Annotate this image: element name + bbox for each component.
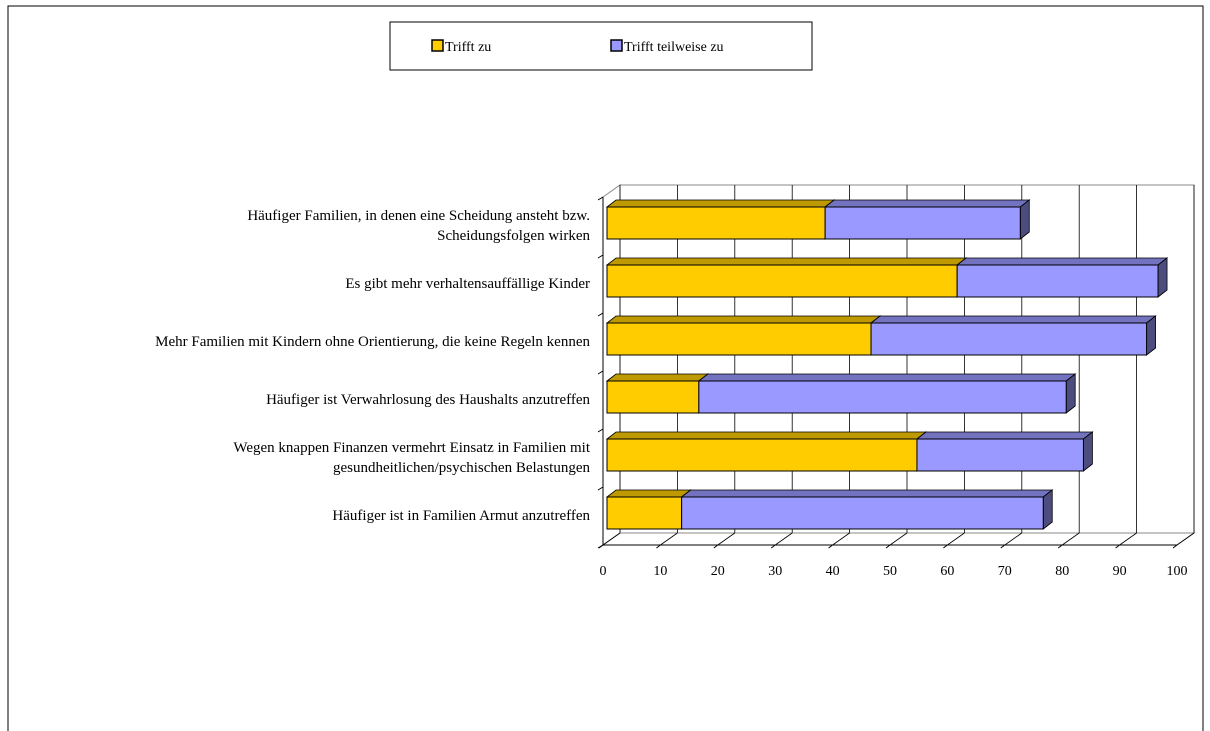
bar (606, 496, 683, 530)
bar (606, 322, 872, 356)
y-tick (597, 254, 604, 259)
bar (956, 264, 1159, 298)
y-tick-label: Wegen knappen Finanzen vermehrt Einsatz … (233, 440, 590, 476)
floor-line (774, 532, 793, 546)
bar-top (605, 373, 710, 382)
y-tick (597, 196, 604, 201)
x-tick-label: 40 (826, 564, 840, 579)
x-tick-label: 100 (1167, 564, 1188, 579)
bar-top (605, 431, 928, 440)
y-tick-label: Mehr Familien mit Kindern ohne Orientier… (155, 334, 590, 350)
bar-top (869, 315, 1157, 324)
bar-side (1146, 315, 1156, 356)
floor-line (947, 532, 965, 546)
floor-line (1176, 532, 1195, 546)
bar-side (1065, 373, 1076, 414)
floor-line (660, 532, 678, 546)
bar-side (1083, 431, 1093, 472)
y-tick (597, 370, 604, 375)
y-tick (597, 312, 604, 317)
bar (681, 496, 1044, 530)
floor-line (1004, 532, 1023, 546)
bar (824, 206, 1021, 240)
y-tick-label: Es gibt mehr verhaltensauffällige Kinder (345, 276, 590, 292)
y-tick (597, 428, 604, 433)
floor-line (602, 532, 621, 546)
floor-line (1061, 532, 1080, 546)
y-tick-label: Häufiger ist Verwahrlosung des Haushalts… (266, 392, 590, 408)
bar (870, 322, 1148, 356)
x-tick-label: 30 (768, 564, 782, 579)
y-tick-label: Häufiger ist in Familien Armut anzutreff… (332, 508, 590, 524)
legend-box (389, 21, 813, 71)
bar-top (605, 257, 968, 266)
frame (7, 5, 1204, 731)
bar-top (697, 373, 1077, 382)
x-tick-label: 90 (1113, 564, 1127, 579)
x-tick-label: 50 (883, 564, 897, 579)
floor-line (1119, 532, 1137, 546)
x-tick-label: 20 (711, 564, 725, 579)
bar-top (680, 489, 1054, 498)
legend-swatch (431, 39, 444, 52)
bar-top (605, 489, 692, 498)
legend-label: Trifft zu (445, 40, 491, 55)
floor-line (832, 532, 850, 546)
x-tick-label: 80 (1055, 564, 1069, 579)
bar-side (1019, 199, 1030, 240)
bar-top (605, 315, 882, 324)
x-tick-label: 60 (940, 564, 954, 579)
x-tick-label: 70 (998, 564, 1012, 579)
x-tick-label: 10 (653, 564, 667, 579)
y-tick-label: Häufiger Familien, in denen eine Scheidu… (247, 208, 590, 244)
bar (606, 264, 958, 298)
bar-top (823, 199, 1031, 208)
floor-line (889, 532, 908, 546)
y-tick (597, 486, 604, 491)
bar (606, 206, 826, 240)
bar-side (1157, 257, 1168, 298)
bar-side (1042, 489, 1053, 530)
bar-top (955, 257, 1169, 266)
bar-top (605, 199, 836, 208)
y-tick (597, 544, 604, 549)
bar (916, 438, 1084, 472)
bar (606, 380, 700, 414)
legend-swatch (610, 39, 623, 52)
bar (606, 438, 918, 472)
legend-label: Trifft teilweise zu (624, 40, 724, 55)
x-tick-label: 0 (600, 564, 607, 579)
floor-line (717, 532, 736, 546)
bar (698, 380, 1067, 414)
bar-top (915, 431, 1094, 440)
